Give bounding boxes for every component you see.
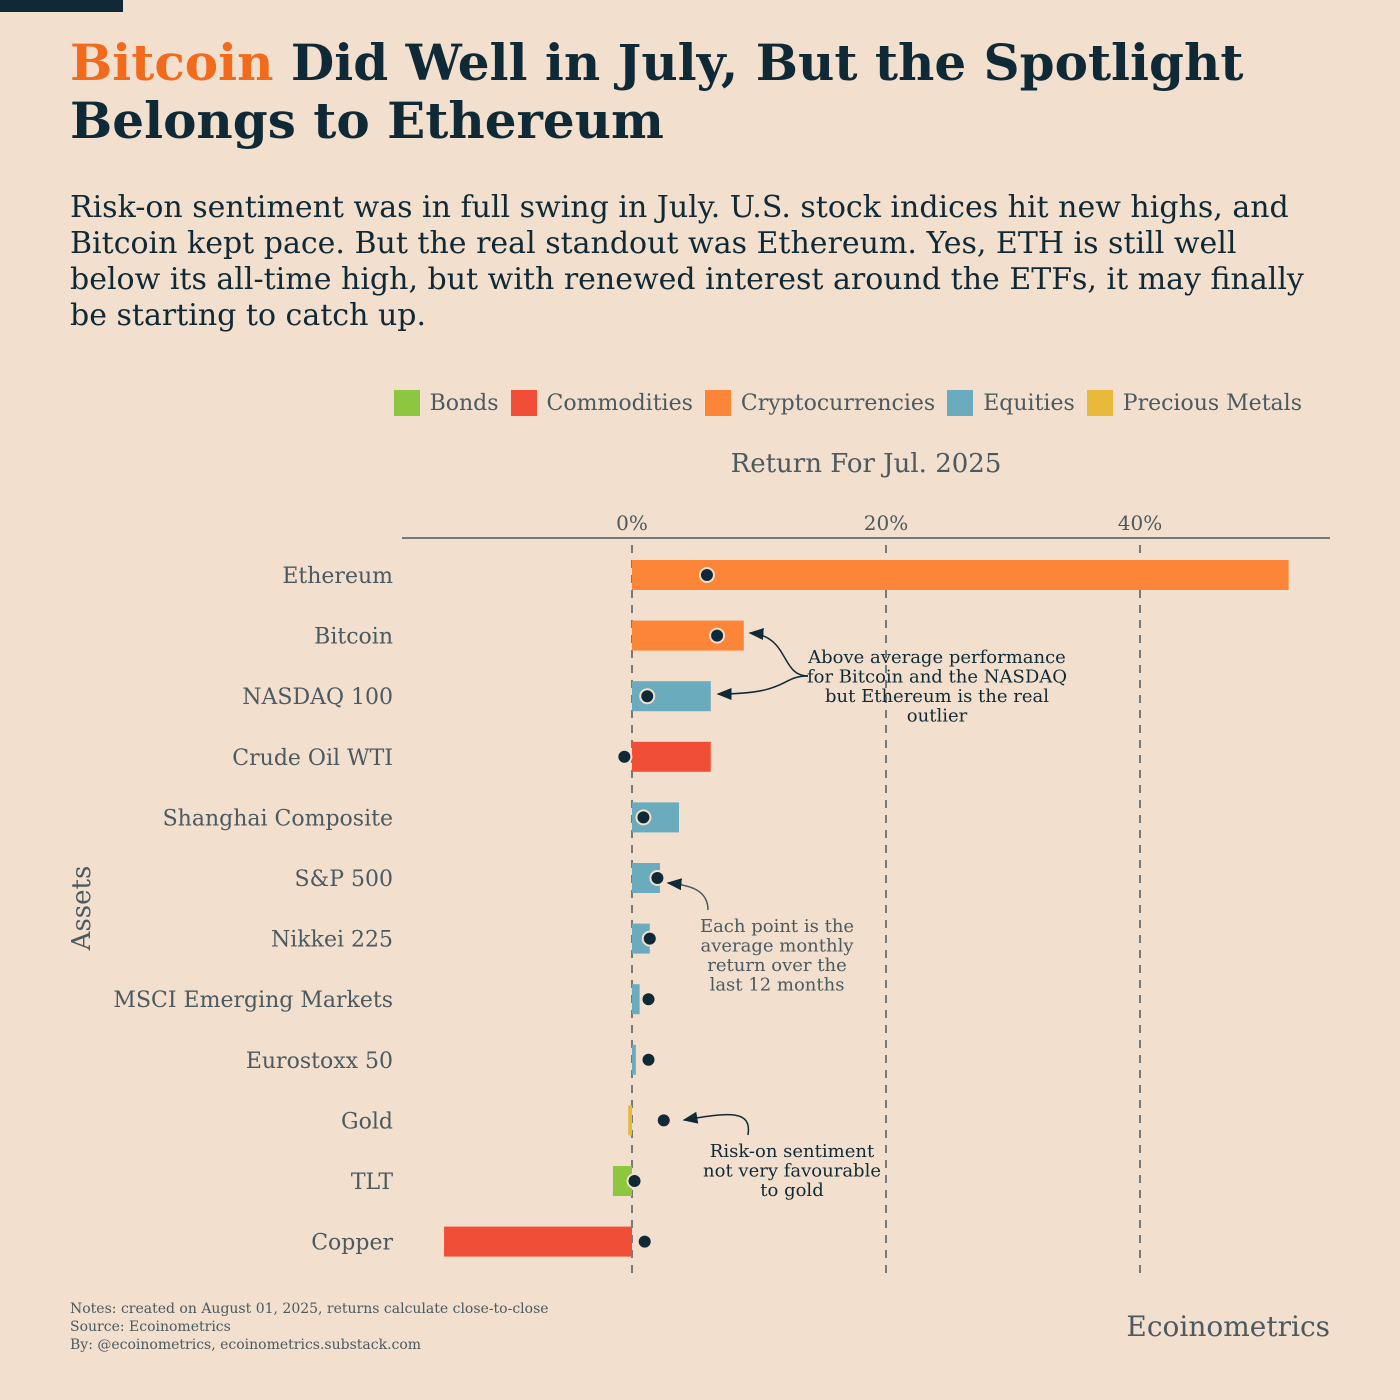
category-label: Gold — [341, 1109, 393, 1134]
source-text: Source: Ecoinometrics — [70, 1319, 231, 1335]
legend-swatch — [947, 390, 974, 416]
average-point — [639, 688, 656, 705]
subtitle: Risk-on sentiment was in full swing in J… — [70, 190, 1304, 333]
average-point — [616, 748, 633, 765]
top-accent-bar — [0, 0, 123, 12]
bar-copper — [444, 1226, 632, 1257]
legend-swatch — [1086, 390, 1113, 416]
category-label: TLT — [351, 1170, 393, 1195]
category-label: Eurostoxx 50 — [246, 1049, 393, 1074]
average-point — [649, 870, 666, 886]
bar-tlt — [612, 1166, 632, 1196]
bar-bitcoin — [632, 620, 744, 651]
legend-label: Precious Metals — [1122, 390, 1302, 416]
category-label: S&P 500 — [295, 867, 393, 892]
annotation-gold: Risk-on sentiment not very favourable to g… — [682, 1111, 881, 1201]
legend-item: Commodities — [510, 390, 693, 416]
bar-nikkei-225 — [632, 923, 650, 954]
average-point — [636, 1233, 653, 1250]
average-point — [709, 627, 726, 644]
legend-swatch — [393, 390, 420, 416]
legend-item: Cryptocurrencies — [704, 390, 936, 416]
average-point — [635, 809, 652, 826]
x-tick-label: 40% — [1118, 511, 1162, 535]
average-point — [698, 567, 715, 583]
notes-text: Notes: created on August 01, 2025, retur… — [70, 1301, 549, 1317]
legend-item: Bonds — [393, 390, 499, 416]
annotation-bitcoin-nasdaq: Above average performance for Bitcoin and… — [716, 628, 1067, 727]
legend-label: Commodities — [546, 390, 693, 416]
category-label: Crude Oil WTI — [232, 746, 393, 771]
bar-crude-oil-wti — [632, 741, 711, 772]
category-label: Shanghai Composite — [163, 806, 393, 831]
category-label: Copper — [311, 1231, 393, 1256]
legend-item: Equities — [947, 390, 1075, 416]
average-point — [640, 1051, 657, 1068]
category-label: Bitcoin — [314, 625, 393, 650]
annotation-text: Risk-on sentiment not very favourable to g… — [703, 1141, 881, 1201]
legend-label: Bonds — [429, 390, 499, 416]
average-point — [655, 1112, 672, 1129]
x-tick-label: 0% — [616, 511, 648, 535]
category-label: Ethereum — [282, 564, 393, 589]
brand-logo: Ecoinometrics — [1126, 1310, 1330, 1343]
legend-swatch — [510, 390, 537, 416]
average-point — [641, 930, 658, 947]
bar-gold — [628, 1105, 632, 1136]
bar-eurostoxx-50 — [632, 1044, 636, 1075]
bar-ethereum — [632, 560, 1289, 590]
by-text: By: @ecoinometrics, ecoinometrics.substa… — [70, 1337, 422, 1353]
average-point — [626, 1173, 643, 1189]
legend-swatch — [704, 390, 731, 416]
legend: Bonds Commodities Cryptocurrencies Equities… — [393, 390, 1302, 416]
title-highlight: Bitcoin — [70, 33, 274, 92]
chart-title: Return For Jul. 2025 — [731, 449, 1002, 479]
y-axis-label: Assets — [67, 866, 97, 952]
x-tick-label: 20% — [864, 511, 908, 535]
legend-item: Precious Metals — [1086, 390, 1302, 416]
category-label: NASDAQ 100 — [242, 685, 393, 710]
category-label: Nikkei 225 — [271, 928, 393, 953]
legend-label: Equities — [983, 390, 1075, 416]
bar-msci-emerging-markets — [632, 984, 640, 1015]
annotation-text: Above average performance for Bitcoin and… — [807, 647, 1067, 727]
category-label: MSCI Emerging Markets — [113, 988, 393, 1013]
annotation-text: Each point is the average monthly return o… — [700, 916, 854, 996]
average-point — [640, 991, 657, 1008]
annotation-points: Each point is the average monthly return o… — [666, 878, 854, 996]
title-rest: Did Well in July, But the Spotlight Belo… — [70, 33, 1244, 150]
footer-notes: Notes: created on August 01, 2025, retur… — [70, 1300, 549, 1354]
page-title: Bitcoin Did Well in July, But the Spotli… — [70, 34, 1320, 150]
legend-label: Cryptocurrencies — [740, 390, 936, 416]
